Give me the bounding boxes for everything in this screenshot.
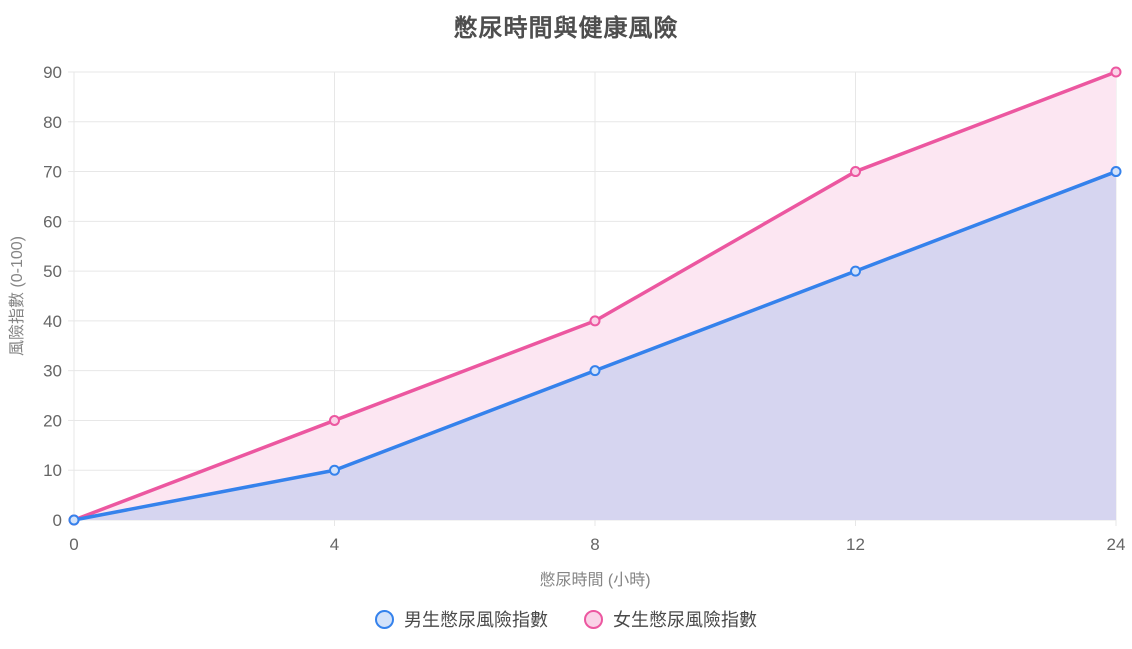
data-point[interactable] <box>68 514 80 526</box>
legend-marker-circle-icon <box>375 609 394 629</box>
data-point[interactable] <box>329 414 340 426</box>
chart-title: 憋尿時間與健康風險 <box>453 15 679 42</box>
y-tick-label: 30 <box>43 362 62 381</box>
data-point[interactable] <box>1110 66 1122 78</box>
chart-legend: 男生憋尿風險指數 女生憋尿風險指數 <box>0 606 1132 632</box>
x-axis-title: 憋尿時間 (小時) <box>539 572 651 589</box>
y-tick-label: 60 <box>43 212 62 231</box>
y-tick-label: 10 <box>43 461 62 480</box>
y-tick-label: 0 <box>53 511 62 530</box>
data-point[interactable] <box>589 315 601 327</box>
x-tick-label: 4 <box>330 535 339 554</box>
legend-marker-circle-icon <box>584 609 603 629</box>
data-point[interactable] <box>1110 166 1122 178</box>
legend-label: 女生憋尿風險指數 <box>613 610 757 630</box>
x-tick-label: 0 <box>69 535 78 554</box>
x-tick-label: 12 <box>846 535 865 554</box>
series-area <box>74 171 1116 521</box>
data-point[interactable] <box>850 265 861 277</box>
data-point[interactable] <box>850 166 861 178</box>
y-tick-label: 90 <box>43 63 62 82</box>
legend-item-0[interactable]: 男生憋尿風險指數 <box>375 606 548 632</box>
y-tick-label: 70 <box>43 163 62 182</box>
y-tick-label: 50 <box>43 262 62 281</box>
legend-item-1[interactable]: 女生憋尿風險指數 <box>584 606 757 632</box>
data-point[interactable] <box>589 365 601 377</box>
x-tick-label: 8 <box>590 535 599 554</box>
legend-label: 男生憋尿風險指數 <box>404 610 548 630</box>
y-tick-label: 80 <box>43 113 62 132</box>
y-axis-title: 風險指數 (0-100) <box>9 235 26 357</box>
y-tick-label: 40 <box>43 312 62 331</box>
x-tick-label: 24 <box>1107 535 1126 554</box>
data-point[interactable] <box>329 464 340 476</box>
y-tick-label: 20 <box>43 411 62 430</box>
